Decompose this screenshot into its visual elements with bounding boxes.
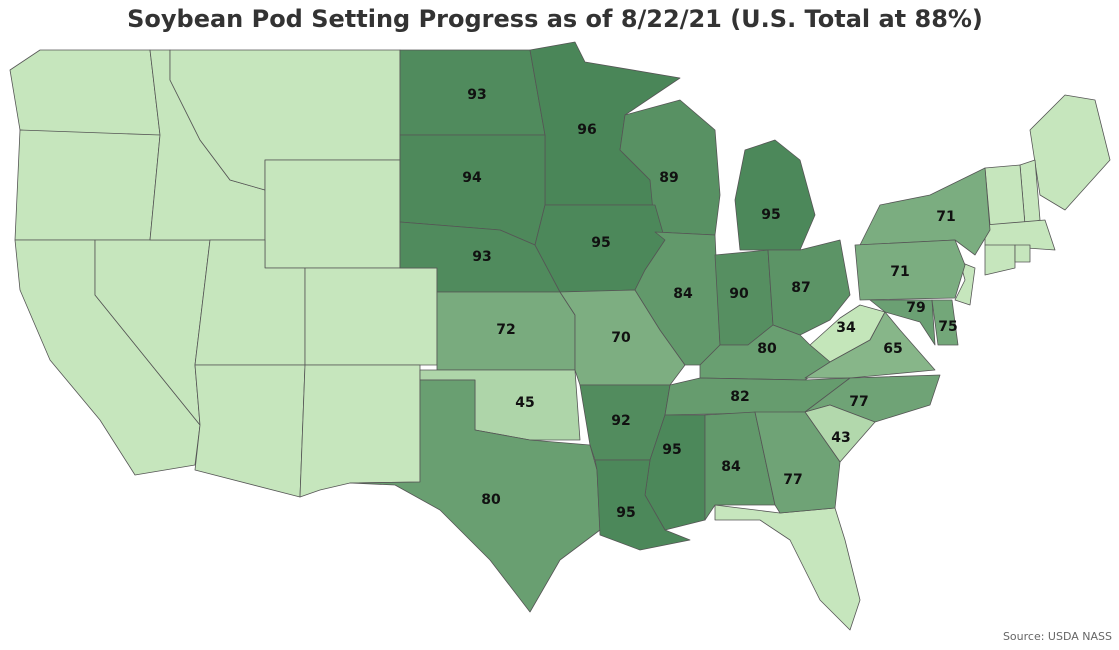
state [984,244,1016,276]
value-label: 43 [831,430,850,446]
state-region [859,167,991,256]
title: Soybean Pod Setting Progress as of 8/22/… [127,5,983,33]
state-region [704,411,776,521]
state [9,49,161,136]
state [14,129,161,241]
value-label: 93 [467,87,486,103]
value-label: 72 [496,322,515,338]
value-label: 77 [849,394,868,410]
value-label: 75 [938,319,957,335]
state-region [349,379,601,613]
state-region [804,311,936,379]
value-label: 80 [757,341,777,357]
value-label: 94 [462,170,482,186]
no-data-states [9,49,1111,631]
state [714,504,861,631]
value-label: 71 [890,264,909,280]
state [264,159,401,269]
value-label: 45 [515,395,534,411]
state [1029,94,1111,211]
value-label: 95 [761,207,780,223]
value-label: 93 [472,249,491,265]
value-label: 95 [591,235,610,251]
value-label: 95 [616,505,635,521]
value-label: 71 [936,209,955,225]
value-label: 80 [481,492,501,508]
state [304,267,438,366]
state-region [734,139,816,251]
state [194,364,306,498]
state-region [754,411,841,514]
state-region [931,299,959,346]
value-label: 87 [791,280,810,296]
value-label: 92 [611,413,630,429]
value-label: 82 [730,389,749,405]
state [299,364,421,498]
state [1014,244,1031,263]
data-states [349,41,991,613]
state-region [854,239,966,301]
state-region [594,459,691,551]
value-label: 77 [783,472,802,488]
value-label: 89 [659,170,678,186]
state [984,164,1026,226]
value-label: 34 [836,320,856,336]
value-label: 96 [577,122,596,138]
value-label: 95 [662,442,681,458]
value-label: 90 [729,286,749,302]
state [954,261,976,306]
value-label: 65 [883,341,902,357]
source-note: Source: USDA NASS [1003,630,1112,643]
state-region [869,299,936,346]
value-label: 79 [906,300,925,316]
value-label: 70 [611,330,631,346]
value-labels: 93 96 94 89 93 95 95 71 72 70 84 90 87 71 34 79 75 80 65 45… [462,87,957,521]
value-label: 84 [673,286,693,302]
value-label: 84 [721,459,741,475]
